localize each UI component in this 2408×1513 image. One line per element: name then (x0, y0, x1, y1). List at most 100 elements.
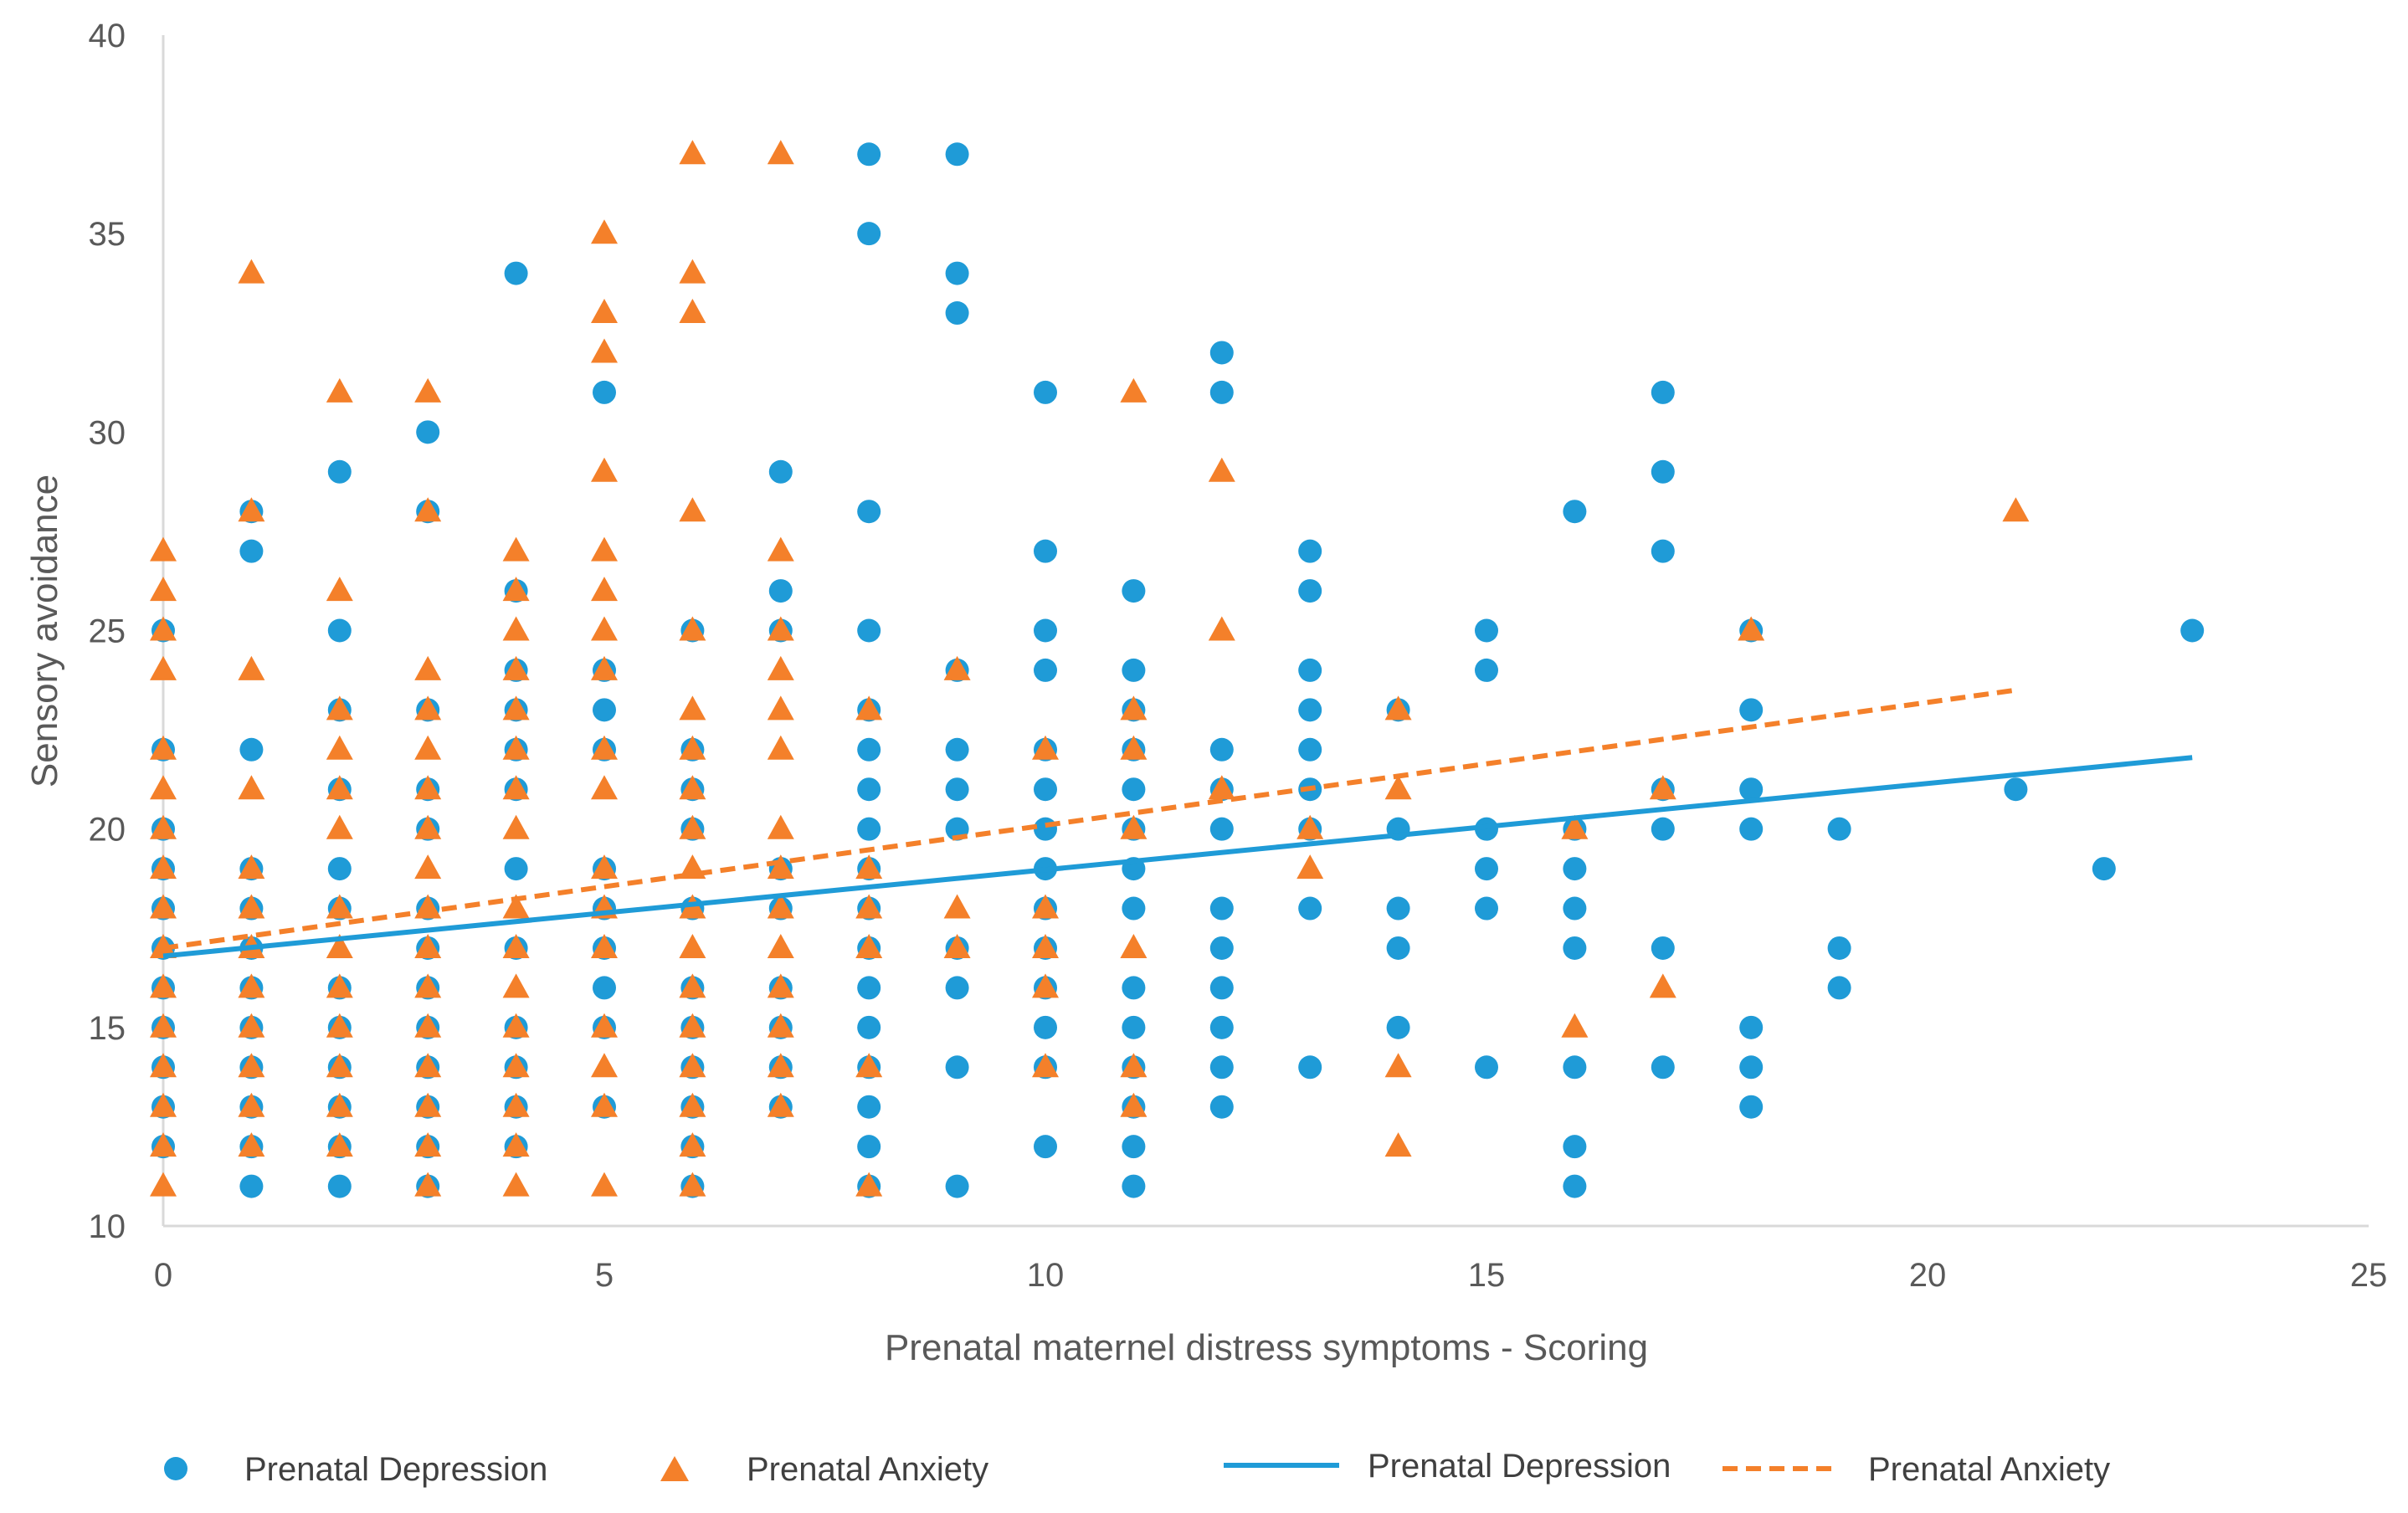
anxiety-point (679, 973, 706, 998)
anxiety-point (767, 536, 794, 562)
anxiety-point (767, 140, 794, 165)
anxiety-point (943, 934, 971, 958)
anxiety-point (238, 1053, 265, 1078)
anxiety-point (326, 1092, 353, 1117)
anxiety-point (1120, 934, 1148, 958)
anxiety-point (1649, 973, 1676, 998)
anxiety-point (326, 814, 353, 839)
anxiety-point (238, 497, 265, 522)
y-tick-label: 40 (89, 18, 126, 54)
y-tick-label: 10 (89, 1208, 126, 1245)
anxiety-point (502, 814, 530, 839)
depression-point (1298, 579, 1322, 603)
anxiety-point (855, 854, 883, 880)
depression-point (1739, 1015, 1764, 1039)
anxiety-point (238, 655, 265, 680)
anxiety-point (414, 1172, 442, 1197)
anxiety-point (414, 1013, 442, 1038)
x-tick-label: 5 (595, 1257, 614, 1294)
anxiety-point (150, 536, 177, 562)
anxiety-point (1120, 695, 1148, 721)
depression-point (1651, 936, 1675, 960)
anxiety-point (1032, 1053, 1059, 1078)
depression-point (857, 142, 881, 167)
anxiety-point (150, 1132, 177, 1157)
depression-points (151, 142, 2205, 1198)
y-axis-label: Sensory avoidance (24, 474, 65, 787)
anxiety-point (767, 934, 794, 958)
anxiety-point (502, 934, 530, 958)
depression-point (504, 261, 528, 285)
anxiety-point (1032, 973, 1059, 998)
x-tick-label: 15 (1468, 1257, 1506, 1294)
anxiety-point (150, 1053, 177, 1078)
anxiety-point (591, 735, 618, 760)
anxiety-point (591, 338, 618, 363)
anxiety-point (679, 299, 706, 323)
y-tick-label: 30 (89, 414, 126, 451)
anxiety-point (1649, 775, 1676, 800)
anxiety-point (591, 457, 618, 482)
anxiety-point (591, 299, 618, 323)
anxiety-point (855, 934, 883, 958)
anxiety-point (414, 973, 442, 998)
anxiety-point (326, 775, 353, 800)
depression-point (504, 857, 528, 881)
depression-point (857, 976, 881, 1000)
depression-point (1034, 618, 1057, 643)
legend-label-anxiety-marker: Prenatal Anxiety (747, 1451, 988, 1488)
depression-point (945, 1174, 969, 1198)
legend-label-depression-marker: Prenatal Depression (244, 1451, 547, 1488)
anxiety-point (767, 695, 794, 721)
depression-point (945, 301, 969, 326)
anxiety-point (1208, 775, 1235, 800)
anxiety-point (1296, 854, 1324, 880)
y-tick-label: 20 (89, 812, 126, 849)
anxiety-point (767, 735, 794, 760)
depression-point (1209, 936, 1234, 960)
depression-point (857, 222, 881, 246)
anxiety-point (1032, 735, 1059, 760)
depression-point (1122, 1015, 1146, 1039)
x-tick-label: 20 (1909, 1257, 1947, 1294)
anxiety-point (414, 1092, 442, 1117)
depression-point (1651, 459, 1675, 484)
anxiety-point (502, 577, 530, 602)
anxiety-point (679, 616, 706, 641)
anxiety-point (326, 1053, 353, 1078)
anxiety-point (326, 934, 353, 958)
depression-point (593, 380, 616, 404)
x-tick-labels: 0 5 10 15 20 25 (154, 1257, 2387, 1294)
legend-circle-marker (164, 1457, 187, 1480)
anxiety-point (502, 735, 530, 760)
anxiety-point (943, 655, 971, 680)
anxiety-point (1032, 934, 1059, 958)
anxiety-point (502, 1132, 530, 1157)
anxiety-point (502, 1013, 530, 1038)
depression-point (1122, 579, 1146, 603)
anxiety-point (326, 377, 353, 403)
depression-point (857, 777, 881, 802)
anxiety-point (502, 616, 530, 641)
depression-point (2092, 857, 2116, 881)
depression-point (1298, 698, 1322, 722)
anxiety-point (150, 973, 177, 998)
anxiety-point (238, 259, 265, 284)
anxiety-point (326, 973, 353, 998)
anxiety-point (1561, 814, 1589, 839)
anxiety-point (855, 695, 883, 721)
anxiety-point (150, 1172, 177, 1197)
anxiety-point (591, 1172, 618, 1197)
anxiety-point (502, 973, 530, 998)
anxiety-point (1120, 735, 1148, 760)
depression-point (1827, 976, 1851, 1000)
anxiety-point (767, 973, 794, 998)
x-tick-label: 10 (1027, 1257, 1065, 1294)
depression-point (945, 1055, 969, 1080)
anxiety-point (414, 735, 442, 760)
anxiety-point (238, 1132, 265, 1157)
depression-point (945, 777, 969, 802)
depression-point (1563, 1174, 1587, 1198)
anxiety-point (591, 616, 618, 641)
anxiety-point (1561, 1013, 1589, 1038)
